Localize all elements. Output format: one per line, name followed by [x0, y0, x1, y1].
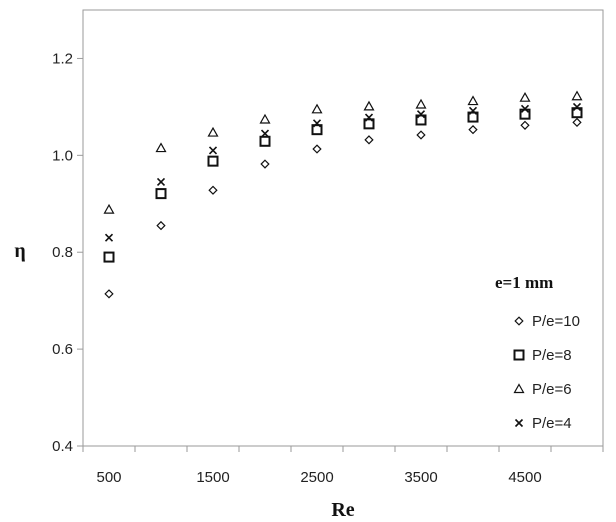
- data-point: [571, 90, 583, 101]
- data-point: [363, 100, 375, 111]
- x-tick-label: 3500: [404, 469, 437, 486]
- data-point: [104, 233, 114, 242]
- data-point: [155, 188, 167, 200]
- y-tick-label: 0.6: [52, 341, 73, 358]
- y-axis: 0.4 0.6 0.8 1.0 1.2: [52, 50, 83, 455]
- data-point: [468, 106, 478, 115]
- data-point: [416, 110, 426, 119]
- data-point: [572, 117, 582, 128]
- data-point: [259, 135, 271, 147]
- data-point: [468, 125, 478, 135]
- y-tick-label: 0.8: [52, 244, 73, 261]
- data-point: [260, 129, 270, 138]
- legend-marker: [513, 349, 525, 361]
- data-point: [103, 251, 115, 263]
- x-tick-label: 4500: [508, 469, 541, 486]
- legend-label: P/e=8: [532, 347, 572, 364]
- y-tick-label: 0.4: [52, 438, 73, 455]
- data-point: [467, 111, 479, 123]
- legend-label: P/e=4: [532, 415, 572, 432]
- data-point: [207, 155, 219, 167]
- data-point: [260, 159, 270, 169]
- legend-label: P/e=6: [532, 381, 572, 398]
- legend-title: e=1 mm: [495, 273, 553, 292]
- data-point: [103, 203, 115, 214]
- legend-marker: [514, 316, 524, 326]
- data-point: [520, 104, 530, 113]
- data-point: [208, 185, 218, 195]
- data-point: [311, 124, 323, 136]
- data-point: [312, 119, 322, 128]
- plot-area: [82, 9, 604, 447]
- x-axis: 500 1500 2500 3500 4500: [82, 446, 604, 486]
- data-point: [311, 103, 323, 114]
- x-tick-label: 1500: [196, 469, 229, 486]
- data-point: [104, 289, 114, 299]
- x-tick-label: 2500: [300, 469, 333, 486]
- data-point: [520, 120, 530, 130]
- data-point: [156, 177, 166, 187]
- data-point: [571, 107, 583, 119]
- data-point: [156, 220, 166, 231]
- data-point: [415, 114, 427, 126]
- legend-marker: [513, 383, 525, 394]
- data-point: [312, 144, 322, 154]
- data-point: [364, 135, 374, 145]
- data-point: [519, 91, 531, 102]
- data-point: [572, 102, 582, 111]
- data-point: [416, 130, 426, 140]
- data-points: [103, 90, 583, 299]
- y-tick-label: 1.0: [52, 147, 73, 164]
- y-tick-label: 1.2: [52, 50, 73, 67]
- data-point: [363, 118, 375, 130]
- legend-marker: [514, 418, 524, 428]
- x-tick-label: 500: [96, 469, 121, 486]
- legend-label: P/e=10: [532, 313, 580, 330]
- data-point: [259, 113, 271, 124]
- data-point: [364, 113, 374, 122]
- y-axis-title: η: [14, 240, 25, 262]
- x-axis-title: Re: [331, 499, 354, 521]
- data-point: [208, 146, 218, 155]
- data-point: [155, 142, 167, 153]
- data-point: [467, 95, 479, 106]
- legend: e=1 mm P/e=10 P/e=8 P/e=6 P/e=4: [495, 273, 580, 432]
- data-point: [207, 126, 219, 137]
- data-point: [415, 98, 427, 109]
